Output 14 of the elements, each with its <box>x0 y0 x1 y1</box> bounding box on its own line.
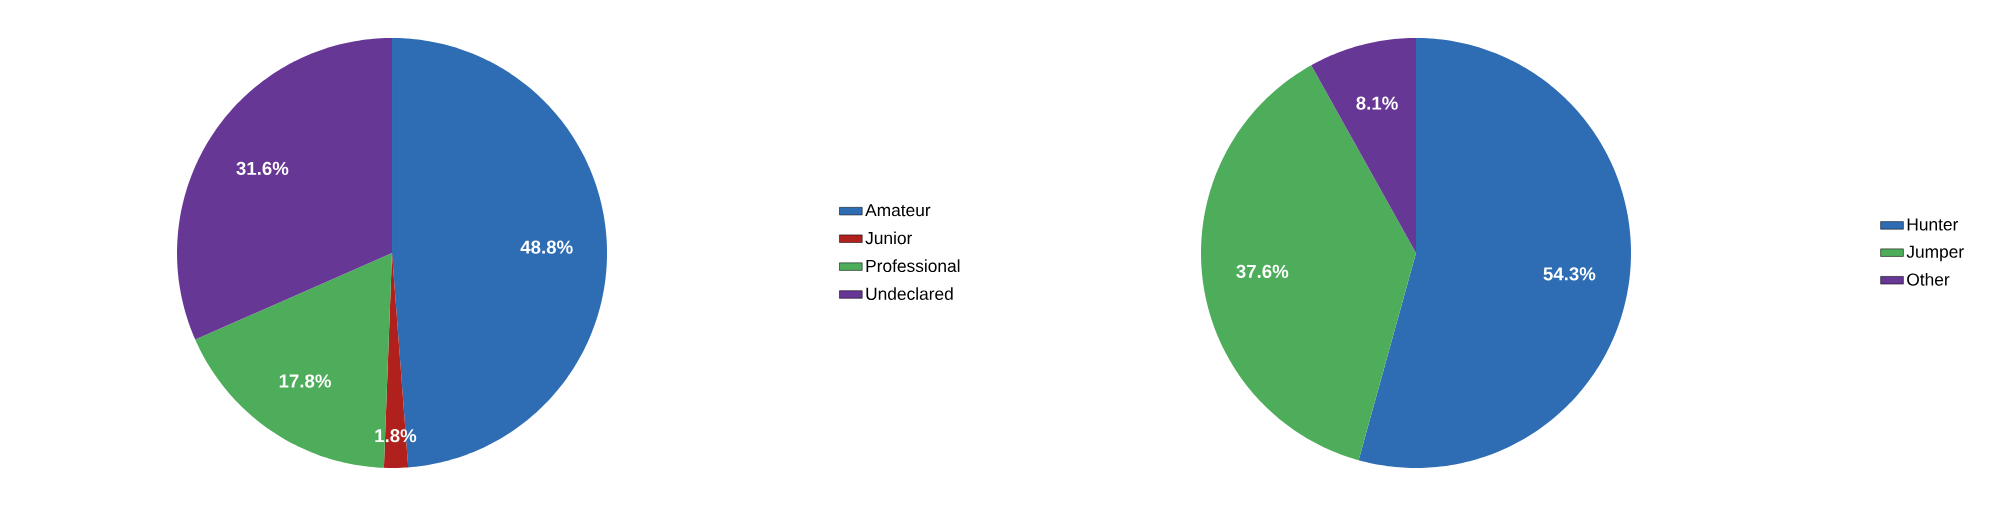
data-label: 17.8% <box>279 374 331 388</box>
legend-label: Hunter <box>1907 218 1959 231</box>
legend-label: Junior <box>865 231 913 245</box>
data-label: 1.8% <box>375 429 417 443</box>
legend-label: Amateur <box>865 204 931 217</box>
legend-label: Professional <box>866 259 960 273</box>
data-label: 37.6% <box>1236 264 1289 279</box>
legend-label: Other <box>1907 272 1950 286</box>
data-label: 54.3% <box>1543 267 1596 281</box>
data-label: 48.8% <box>520 240 573 254</box>
data-label: 31.6% <box>236 161 289 176</box>
legend-label: Jumper <box>1906 245 1964 262</box>
legend-label: Undeclared <box>866 287 953 300</box>
data-label: 8.1% <box>1356 96 1398 110</box>
